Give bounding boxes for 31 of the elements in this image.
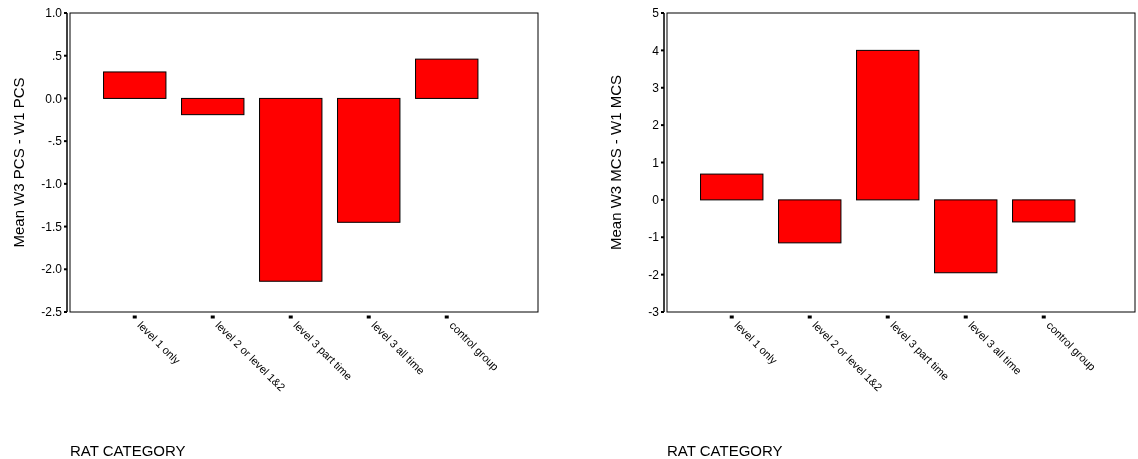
y-tick-label: -1.0 (41, 177, 63, 192)
y-tick-label: 5 (652, 6, 660, 21)
bar (934, 199, 998, 274)
y-tick-label: 1 (652, 155, 660, 170)
y-tick-label: 0 (652, 193, 660, 208)
bar (700, 173, 764, 201)
bar (103, 71, 167, 99)
bar (778, 199, 842, 244)
y-tick-label: 1.0 (45, 6, 63, 21)
bar (415, 58, 479, 99)
y-axis-title: Mean W3 MCS - W1 MCS (607, 74, 624, 251)
y-tick-label: -1.5 (41, 219, 63, 234)
y-tick-label: 3 (652, 80, 660, 95)
bar (1012, 199, 1076, 223)
y-tick-label: 4 (652, 43, 660, 58)
y-tick-label: -2 (648, 267, 660, 282)
y-tick-label: -3 (648, 305, 660, 320)
y-tick-label: -.5 (47, 134, 63, 149)
x-axis-title: RAT CATEGORY (70, 442, 186, 459)
bar (259, 97, 323, 282)
bar (181, 97, 245, 116)
y-tick-label: 0.0 (45, 91, 63, 106)
bar (856, 49, 920, 201)
y-tick-label: -2.0 (41, 262, 63, 277)
y-tick-label: .5 (51, 48, 63, 63)
y-tick-label: 2 (652, 118, 660, 133)
y-axis-title: Mean W3 PCS - W1 PCS (10, 77, 27, 248)
y-tick-label: -2.5 (41, 305, 63, 320)
y-tick-label: -1 (648, 230, 660, 245)
bar (337, 97, 401, 223)
x-axis-title: RAT CATEGORY (667, 442, 783, 459)
